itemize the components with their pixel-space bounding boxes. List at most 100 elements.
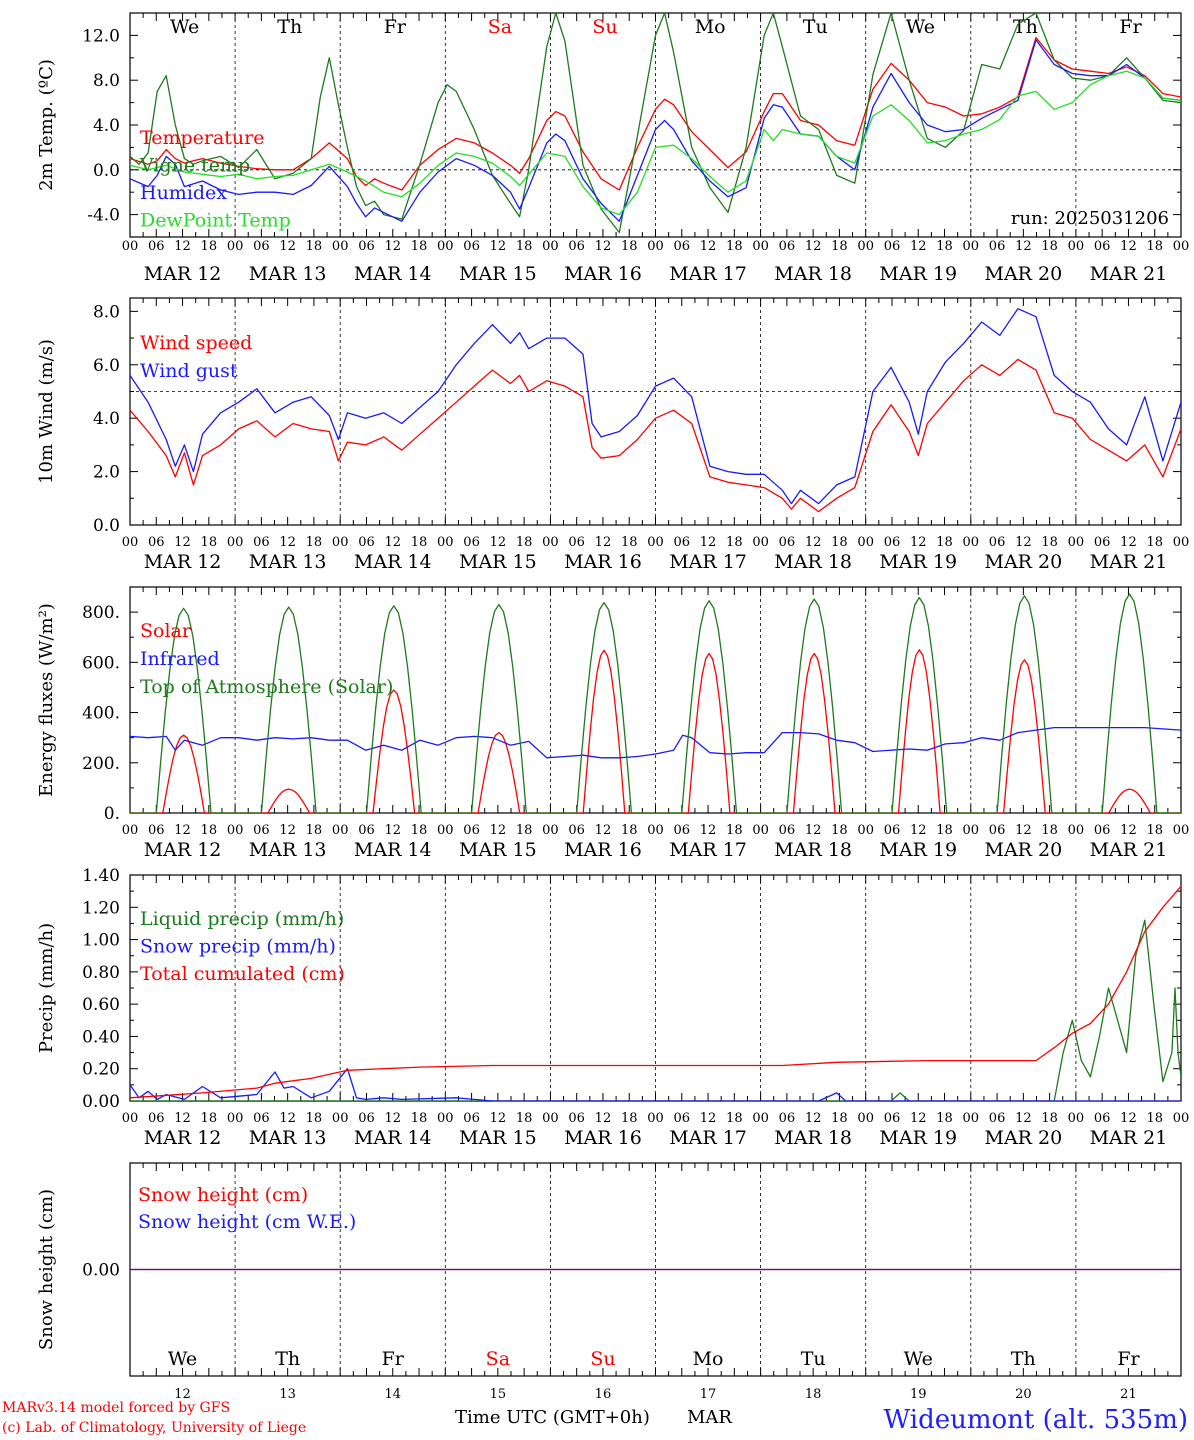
hour-tick-label: 18 — [936, 1111, 953, 1126]
hour-tick-label: 12 — [384, 239, 401, 254]
y-axis-label: Precip (mm/h) — [36, 923, 57, 1053]
date-label: MAR 17 — [669, 263, 747, 285]
hour-tick-label: 18 — [516, 1111, 533, 1126]
hour-tick-label: 18 — [621, 239, 638, 254]
legend-entry: Snow height (cm W.E.) — [138, 1211, 356, 1233]
hour-tick-label: 06 — [989, 823, 1006, 838]
date-label: MAR 20 — [984, 1127, 1062, 1149]
hour-tick-label: 06 — [358, 239, 375, 254]
y-tick-label: 12.0 — [82, 26, 120, 46]
hour-tick-label: 18 — [516, 535, 533, 550]
hour-tick-label: 18 — [306, 823, 323, 838]
y-tick-label: 0.00 — [82, 1261, 120, 1281]
hour-tick-label: 00 — [122, 239, 139, 254]
hour-tick-label: 12 — [1120, 823, 1137, 838]
hour-tick-label: 06 — [148, 823, 165, 838]
hour-tick-label: 06 — [568, 1111, 585, 1126]
legend-entry: Liquid precip (mm/h) — [140, 908, 344, 930]
date-label: MAR 13 — [249, 839, 327, 861]
y-tick-label: 0.00 — [82, 1092, 120, 1112]
day-number-label: 21 — [1120, 1387, 1137, 1402]
y-tick-label: 1.20 — [82, 898, 120, 918]
weekday-label: We — [170, 16, 199, 38]
y-tick-label: 6.0 — [93, 356, 120, 376]
date-label: MAR 12 — [144, 263, 222, 285]
hour-tick-label: 06 — [1094, 535, 1111, 550]
hour-tick-label: 06 — [253, 535, 270, 550]
date-label: MAR 21 — [1090, 551, 1168, 573]
hour-tick-label: 06 — [1094, 1111, 1111, 1126]
hour-tick-label: 00 — [227, 535, 244, 550]
hour-tick-label: 18 — [1041, 535, 1058, 550]
hour-tick-label: 00 — [752, 535, 769, 550]
date-label: MAR 20 — [984, 551, 1062, 573]
hour-tick-label: 00 — [857, 239, 874, 254]
hour-tick-label: 00 — [542, 535, 559, 550]
hour-tick-label: 12 — [595, 1111, 612, 1126]
series-line-solar — [130, 649, 1181, 813]
plot-frame — [129, 12, 1182, 238]
hour-tick-label: 00 — [437, 535, 454, 550]
hour-tick-label: 06 — [358, 823, 375, 838]
hour-tick-label: 18 — [306, 239, 323, 254]
y-tick-label: 0.0 — [93, 516, 120, 536]
series-line-humidex — [130, 39, 1181, 222]
hour-tick-label: 06 — [568, 823, 585, 838]
hour-tick-label: 18 — [726, 535, 743, 550]
date-label: MAR 19 — [879, 551, 957, 573]
hour-tick-label: 12 — [910, 1111, 927, 1126]
date-label: MAR 15 — [459, 263, 537, 285]
hour-tick-label: 06 — [253, 1111, 270, 1126]
hour-tick-label: 00 — [437, 1111, 454, 1126]
hour-tick-label: 18 — [831, 1111, 848, 1126]
hour-tick-label: 18 — [1146, 239, 1163, 254]
hour-tick-label: 06 — [1094, 239, 1111, 254]
hour-tick-label: 18 — [1041, 1111, 1058, 1126]
day-number-label: 20 — [1015, 1387, 1032, 1402]
hour-tick-label: 18 — [201, 535, 218, 550]
hour-tick-label: 06 — [989, 239, 1006, 254]
hour-tick-label: 00 — [332, 535, 349, 550]
hour-tick-label: 00 — [227, 1111, 244, 1126]
weekday-label: Fr — [384, 16, 407, 38]
hour-tick-label: 12 — [910, 535, 927, 550]
y-tick-label: 4.0 — [93, 116, 120, 136]
legend-entry: Wind gust — [140, 360, 238, 382]
hour-tick-label: 06 — [148, 535, 165, 550]
hour-tick-label: 18 — [1041, 823, 1058, 838]
hour-tick-label: 12 — [490, 1111, 507, 1126]
hour-tick-label: 00 — [963, 535, 980, 550]
hour-tick-label: 18 — [831, 535, 848, 550]
hour-tick-label: 00 — [1068, 535, 1085, 550]
panel-fluxes: 0. 200. 400. 600. 800. Energy fluxes (W/m²) 00… — [36, 586, 1189, 861]
hour-tick-label: 06 — [674, 239, 691, 254]
date-label: MAR 16 — [564, 551, 642, 573]
hour-tick-label: 00 — [857, 1111, 874, 1126]
hour-tick-label: 00 — [752, 823, 769, 838]
hour-tick-label: 12 — [700, 823, 717, 838]
legend-entry: Snow precip (mm/h) — [140, 936, 336, 958]
hour-tick-label: 18 — [411, 535, 428, 550]
hour-tick-label: 00 — [647, 239, 664, 254]
hour-tick-label: 00 — [122, 535, 139, 550]
day-number-label: 13 — [279, 1387, 296, 1402]
y-tick-label: -4.0 — [87, 206, 120, 226]
date-label: MAR 18 — [774, 263, 852, 285]
weekday-label: Fr — [1119, 16, 1142, 38]
weekday-label: Su — [590, 1348, 615, 1370]
hour-tick-label: 00 — [963, 1111, 980, 1126]
date-label: MAR 18 — [774, 551, 852, 573]
y-tick-label: 600. — [82, 653, 120, 673]
date-label: MAR 13 — [249, 1127, 327, 1149]
series-line-total-cumulated-cm — [130, 885, 1181, 1099]
series-line-vigne-temp — [130, 13, 1181, 234]
hour-tick-label: 12 — [279, 1111, 296, 1126]
hour-tick-label: 12 — [1015, 239, 1032, 254]
date-label: MAR 21 — [1090, 839, 1168, 861]
date-label: MAR 14 — [354, 1127, 432, 1149]
weekday-label: Mo — [693, 1348, 724, 1370]
legend-entry: Wind speed — [140, 332, 252, 354]
hour-tick-label: 12 — [174, 823, 191, 838]
hour-tick-label: 06 — [568, 239, 585, 254]
